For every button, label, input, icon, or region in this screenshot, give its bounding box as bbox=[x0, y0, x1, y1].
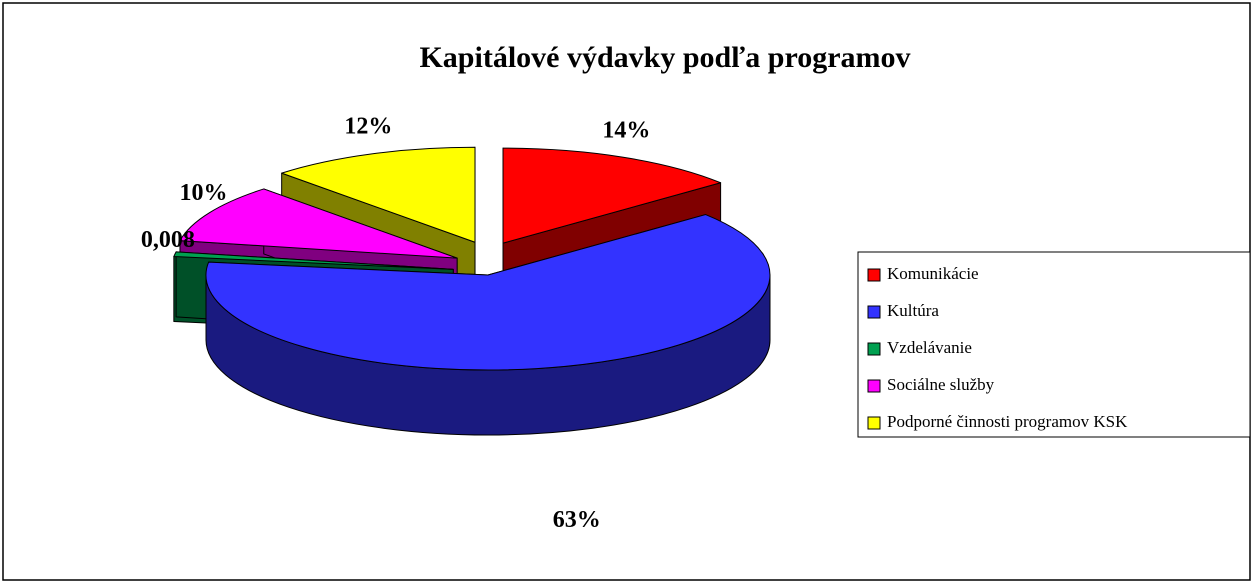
data-label: 14% bbox=[602, 117, 650, 143]
slice bbox=[502, 147, 722, 244]
slice bbox=[173, 251, 454, 270]
legend-swatch bbox=[867, 305, 881, 319]
legend-swatch bbox=[867, 342, 881, 356]
chart-title: Kapitálové výdavky podľa programov bbox=[419, 41, 910, 74]
legend-box bbox=[857, 251, 1251, 438]
slice bbox=[281, 146, 476, 243]
legend-label: Komunikácie bbox=[887, 264, 979, 283]
legend-swatch bbox=[867, 268, 881, 282]
legend-swatch bbox=[867, 379, 881, 393]
slice bbox=[205, 214, 771, 371]
legend-swatch bbox=[867, 416, 881, 430]
slice bbox=[179, 188, 458, 259]
data-label: 0,008 bbox=[141, 227, 195, 253]
legend-label: Podporné činnosti programov KSK bbox=[887, 412, 1128, 431]
legend-label: Vzdelávanie bbox=[887, 338, 972, 357]
data-label: 63% bbox=[553, 507, 601, 533]
legend-label: Kultúra bbox=[887, 301, 939, 320]
data-label: 12% bbox=[344, 114, 392, 140]
data-label: 10% bbox=[179, 180, 227, 206]
legend-label: Sociálne služby bbox=[887, 375, 995, 394]
